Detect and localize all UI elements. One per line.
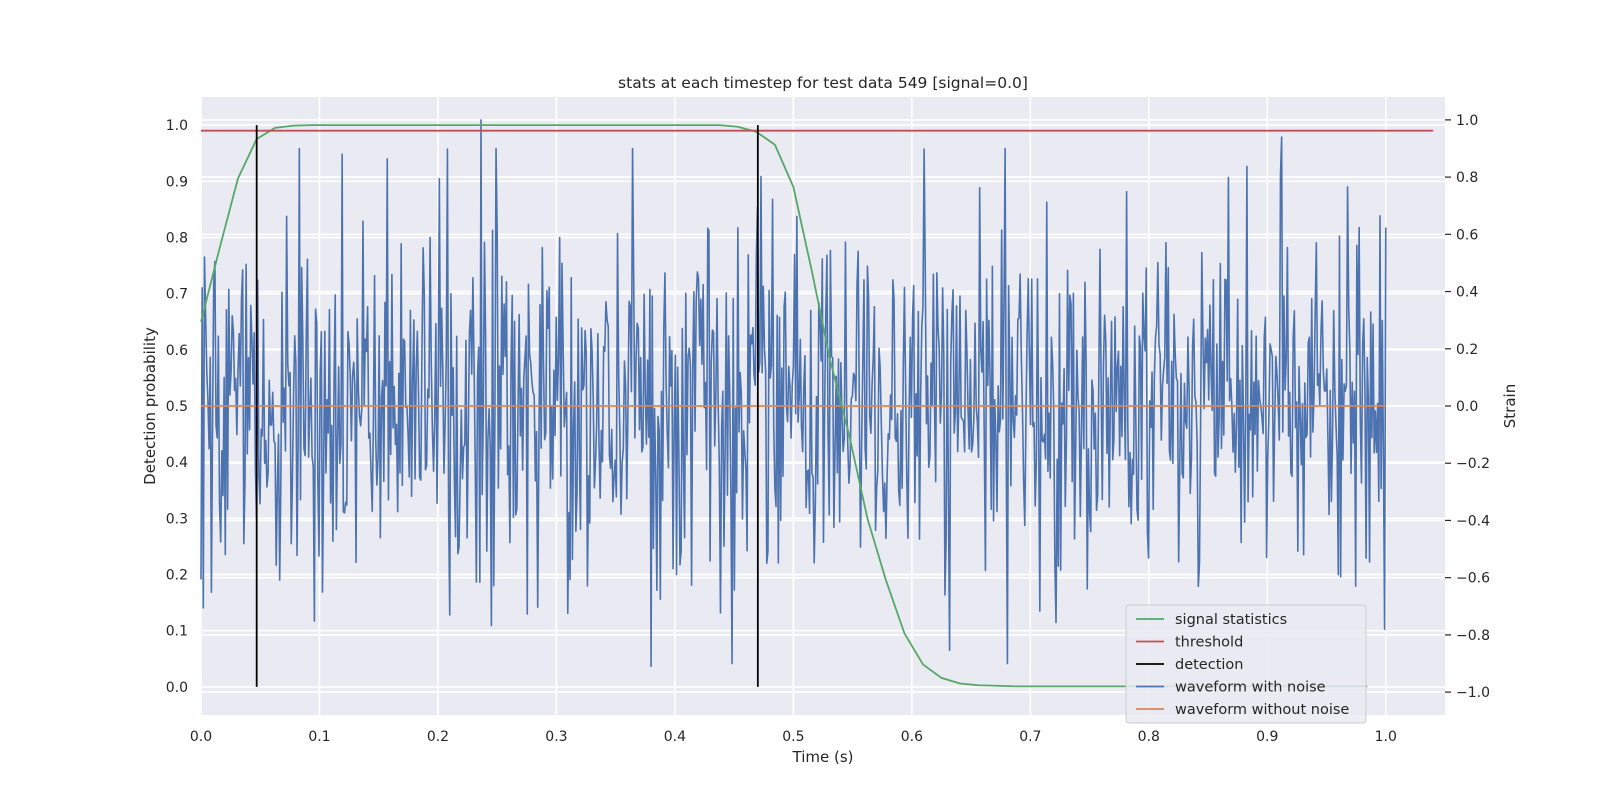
x-tick-label: 0.3	[545, 729, 567, 745]
x-tick-label: 0.2	[427, 729, 449, 745]
x-tick-label: 0.4	[664, 729, 686, 745]
legend-label: threshold	[1175, 635, 1243, 651]
y-left-tick-label: 0.9	[166, 174, 188, 190]
legend: signal statistics threshold detection wavef…	[1125, 604, 1367, 724]
legend-box	[1125, 604, 1367, 724]
series-line-signal-statistics	[200, 124, 1368, 688]
legend-label: detection	[1175, 657, 1243, 673]
y-right-tick-label: 0.6	[1456, 227, 1478, 243]
x-tick-label: 0.0	[190, 729, 212, 745]
x-axis-label: Time (s)	[792, 748, 854, 766]
x-tick-label: 0.9	[1256, 729, 1278, 745]
y-right-tick-label: −0.4	[1456, 513, 1490, 529]
y-left-tick-label: 0.3	[166, 511, 188, 527]
legend-label: signal statistics	[1175, 612, 1287, 628]
y-left-tick-label: 0.4	[166, 455, 188, 471]
series-line-waveform-with-noise	[200, 119, 1387, 668]
x-tick-label: 0.8	[1138, 729, 1160, 745]
y-right-tick-label: 0.8	[1456, 170, 1478, 186]
y-right-tick-label: 0.2	[1456, 342, 1478, 358]
x-tick-label: 0.5	[782, 729, 804, 745]
chart-title: stats at each timestep for test data 549…	[618, 74, 1028, 92]
y-left-axis-label: Detection probability	[141, 327, 159, 485]
y-right-tick-label: 1.0	[1456, 113, 1478, 129]
y-right-tick-label: −0.8	[1456, 628, 1490, 644]
x-tick-label: 0.1	[308, 729, 330, 745]
y-left-tick-label: 0.6	[166, 343, 188, 359]
y-left-tick-label: 0.0	[166, 680, 188, 696]
x-tick-label: 0.6	[901, 729, 923, 745]
y-right-axis-label: Strain	[1501, 384, 1519, 428]
y-left-tick-label: 0.2	[166, 568, 188, 584]
x-tick-label: 0.7	[1019, 729, 1041, 745]
y-left-tick-label: 0.7	[166, 287, 188, 303]
y-left-tick-label: 0.8	[166, 230, 188, 246]
y-right-tick-label: −0.2	[1456, 456, 1490, 472]
x-tick-label: 1.0	[1375, 729, 1397, 745]
y-left-tick-label: 0.5	[166, 399, 188, 415]
data-layer	[200, 119, 1434, 688]
legend-label: waveform with noise	[1175, 680, 1326, 696]
y-right-tick-label: 0.0	[1456, 399, 1478, 415]
legend-label: waveform without noise	[1175, 702, 1349, 718]
y-right-tick-label: −0.6	[1456, 571, 1490, 587]
y-left-tick-label: 1.0	[166, 118, 188, 134]
y-right-tick-label: 0.4	[1456, 285, 1478, 301]
y-right-tick-label: −1.0	[1456, 685, 1490, 701]
y-left-tick-label: 0.1	[166, 624, 188, 640]
axis-layer: 0.0 0.1 0.2 0.3 0.4 0.5 0.6 0.7 0.8 0.9 1.0 0.0 0.1 0…	[141, 74, 1519, 766]
